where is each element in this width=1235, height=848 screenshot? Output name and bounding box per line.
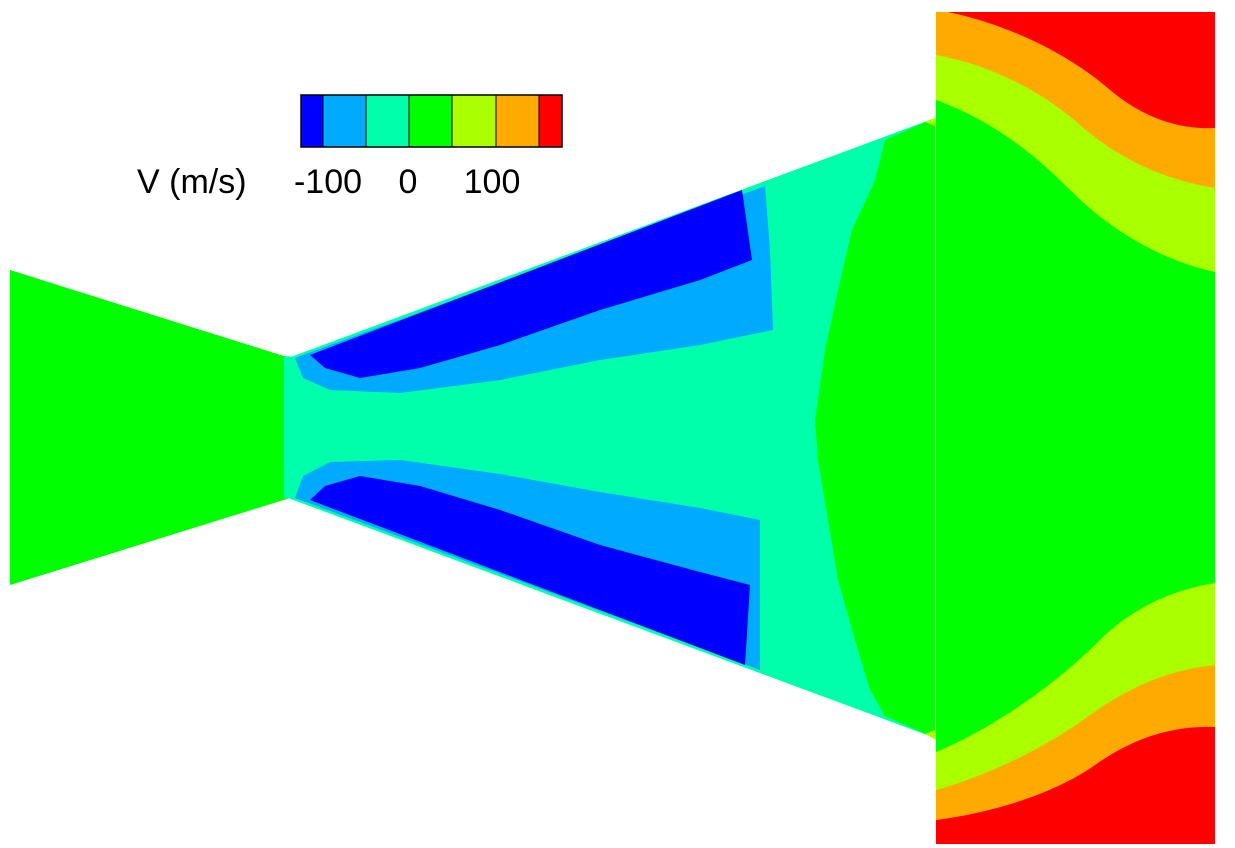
nozzle-base-level-3	[288, 118, 935, 738]
legend-swatches	[300, 94, 563, 148]
legend-swatch-level-5	[451, 94, 497, 148]
legend-swatch-level-2	[322, 94, 367, 148]
legend-frame	[300, 94, 563, 148]
chamber-bottom-level-7	[936, 726, 1215, 844]
inlet-region-level-4	[10, 270, 290, 585]
legend-variable-label: V (m/s)	[137, 163, 247, 201]
exit-core-level-4	[815, 118, 935, 738]
legend-swatch-level-7	[538, 94, 563, 148]
downstream-chamber	[936, 12, 1215, 844]
chamber-top-level-7	[948, 12, 1215, 129]
legend-swatch-level-1	[300, 94, 324, 148]
inlet-section	[10, 270, 300, 585]
legend-tick-label-1: -100	[294, 163, 362, 201]
diverging-nozzle	[288, 116, 940, 742]
legend-swatch-level-6	[495, 94, 540, 148]
lower-region-level-1	[310, 476, 750, 665]
legend-tick-label-3: 100	[464, 163, 521, 201]
legend: V (m/s) -100 0 100	[137, 94, 563, 201]
legend-swatch-level-3	[365, 94, 410, 148]
legend-tick-label-2: 0	[399, 163, 418, 201]
legend-swatch-level-4	[408, 94, 453, 148]
upper-region-level-1	[310, 190, 752, 378]
